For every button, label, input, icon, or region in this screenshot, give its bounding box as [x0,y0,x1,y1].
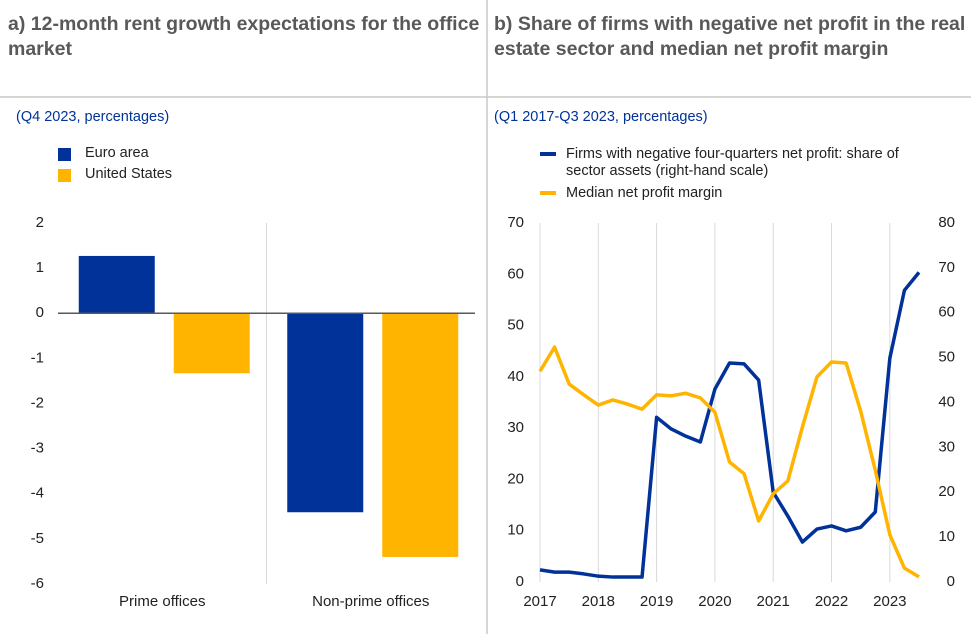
legend-swatch [58,169,71,182]
bar [287,313,364,513]
x-tick-label: Non-prime offices [312,593,429,610]
x-tick-label: 2018 [582,593,615,610]
y-tick-label: -3 [31,440,44,457]
y-tick-label: 0 [516,573,524,590]
y-tick-label: 70 [507,214,524,231]
y2-tick-label: 50 [938,349,955,366]
legend-label: Firms with negative four-quarters net pr… [566,146,899,179]
y-tick-label: 1 [36,259,44,276]
x-tick-label: 2017 [523,593,556,610]
x-tick-label: 2019 [640,593,673,610]
y-tick-label: 40 [507,368,524,385]
panel-subtitle: (Q1 2017-Q3 2023, percentages) [494,109,708,125]
series-line [538,345,920,579]
y-tick-label: -2 [31,394,44,411]
y-tick-label: 0 [36,304,44,321]
y-tick-label: 30 [507,419,524,436]
x-tick-label: 2021 [757,593,790,610]
y2-tick-label: 10 [938,528,955,545]
y-tick-label: -1 [31,349,44,366]
legend-swatch [58,148,71,161]
x-tick-label: 2020 [698,593,731,610]
y-tick-label: -6 [31,575,44,592]
y-tick-label: 2 [36,214,44,231]
y-tick-label: -4 [31,485,44,502]
y-tick-label: 20 [507,470,524,487]
y2-tick-label: 20 [938,483,955,500]
x-tick-label: 2022 [815,593,848,610]
y2-tick-label: 30 [938,438,955,455]
y-tick-label: 60 [507,265,524,282]
legend-label: Median net profit margin [566,185,723,201]
legend-label: United States [85,166,173,182]
y-tick-label: 50 [507,317,524,334]
y-tick-label: 10 [507,522,524,539]
y2-tick-label: 80 [938,214,955,231]
y2-tick-label: 60 [938,304,955,321]
x-tick-label: 2023 [873,593,906,610]
y2-tick-label: 0 [947,573,955,590]
y-tick-label: -5 [31,530,44,547]
panel-title: b) Share of firms with negative net prof… [494,13,966,60]
y2-tick-label: 40 [938,393,955,410]
panel-title: a) 12-month rent growth expectations for… [8,13,480,60]
legend-label: Euro area [85,145,149,161]
series-line [539,271,921,579]
x-tick-label: Prime offices [119,593,205,610]
panel-subtitle: (Q4 2023, percentages) [16,109,170,125]
bar [382,313,459,557]
bar [173,313,250,374]
y2-tick-label: 70 [938,259,955,276]
bar [78,255,155,314]
